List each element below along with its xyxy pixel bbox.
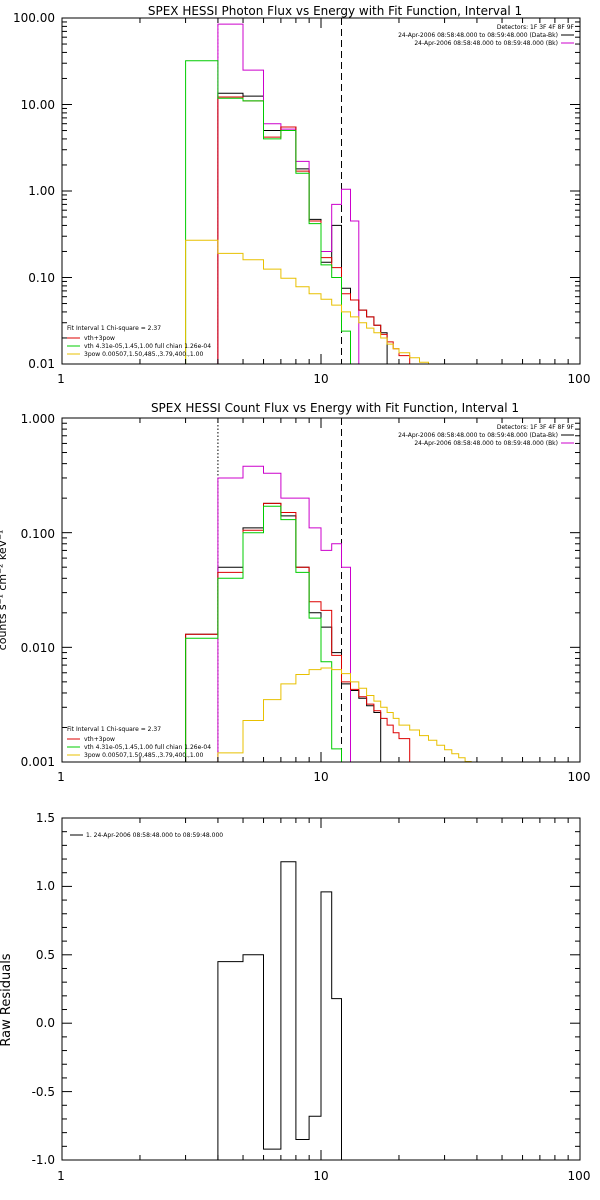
panel2-ytick-1.000: 1.000 bbox=[21, 412, 55, 426]
panel2-axis-ticks bbox=[61, 417, 581, 763]
panel1-series-vth-3pow bbox=[217, 96, 420, 364]
panel1-fit-label: Fit Interval 1 Chi-square = 2.37 bbox=[67, 325, 161, 332]
panel1-ytick-1.00: 1.00 bbox=[28, 184, 55, 198]
panel2-ylabel: counts s⁻¹ cm⁻² keV⁻¹ bbox=[0, 530, 9, 651]
panel2-xtick-100: 100 bbox=[568, 770, 591, 784]
panel3-xtick-1: 1 bbox=[57, 1169, 65, 1183]
panel2-info-databk: 24-Apr-2006 08:58:48.000 to 08:59:48.000… bbox=[398, 432, 558, 439]
panel3-ytick-neg0.5: -0.5 bbox=[32, 1085, 55, 1099]
panel2-series-data-bk bbox=[185, 502, 382, 762]
panel3-ylabel: Raw Residuals bbox=[0, 953, 14, 1046]
panel1-ytick-10.00: 10.00 bbox=[21, 98, 55, 112]
panel1-plot-area bbox=[185, 18, 452, 364]
panel2-ytick-0.100: 0.100 bbox=[21, 527, 55, 541]
photon-flux-panel: SPEX HESSI Photon Flux vs Energy with Fi… bbox=[13, 4, 590, 386]
panel2-series-vth-3pow bbox=[185, 502, 411, 762]
panel3-axis-ticks bbox=[61, 817, 581, 1161]
panel1-series-3pow-0-00507-1-50-485-3- bbox=[185, 239, 452, 364]
panel1-series-bk bbox=[217, 23, 360, 364]
panel2-plot-area bbox=[185, 418, 502, 762]
panel2-series-bk bbox=[217, 465, 351, 762]
panel3-ytick-1.5: 1.5 bbox=[36, 811, 55, 825]
panel3-ytick-neg1.0: -1.0 bbox=[32, 1153, 55, 1167]
panel2-ytick-0.010: 0.010 bbox=[21, 641, 55, 655]
panel2-xtick-10: 10 bbox=[313, 770, 328, 784]
panel1-info-databk: 24-Apr-2006 08:58:48.000 to 08:59:48.000… bbox=[398, 32, 558, 39]
panel2-legend-3pow: 3pow 0.00507,1.50,485.,3.79,400.,1.00 bbox=[84, 752, 203, 759]
panel1-ytick-0.10: 0.10 bbox=[28, 271, 55, 285]
panel2-ytick-0.001: 0.001 bbox=[21, 755, 55, 769]
panel1-info-detectors: Detectors: 1F 3F 4F 8F 9F bbox=[497, 24, 575, 31]
panel1-axes-frame bbox=[61, 17, 581, 365]
panel2-axes-frame bbox=[61, 417, 581, 763]
panel2-legend-vth: vth 4.31e-05,1.45,1.00 full chian 1.26e-… bbox=[84, 744, 211, 751]
panel3-plot-area bbox=[217, 861, 342, 1160]
panel1-ytick-100.00: 100.00 bbox=[13, 11, 55, 25]
panel1-legend-3pow: 3pow 0.00507,1.50,485.,3.79,400.,1.00 bbox=[84, 351, 203, 358]
panel2-title: SPEX HESSI Count Flux vs Energy with Fit… bbox=[151, 401, 519, 415]
panel2-info-bk: 24-Apr-2006 08:58:48.000 to 08:59:48.000… bbox=[414, 440, 558, 447]
panel3-xtick-10: 10 bbox=[313, 1169, 328, 1183]
panel3-series-1-24-apr-2006-08-58-48-0 bbox=[217, 861, 342, 1160]
panel3-legend-label: 1. 24-Apr-2006 08:58:48.000 to 08:59:48.… bbox=[86, 832, 223, 839]
panel1-axis-ticks bbox=[61, 17, 581, 365]
panel3-ytick-1.0: 1.0 bbox=[36, 879, 55, 893]
panel1-series-vth-4-31e-05-1-45-1-00-f bbox=[185, 60, 359, 364]
panel1-info-bk: 24-Apr-2006 08:58:48.000 to 08:59:48.000… bbox=[414, 40, 558, 47]
panel3-ytick-0.5: 0.5 bbox=[36, 948, 55, 962]
panel1-series-data-bk bbox=[217, 92, 388, 364]
panel2-xtick-1: 1 bbox=[57, 770, 65, 784]
count-flux-panel: SPEX HESSI Count Flux vs Energy with Fit… bbox=[0, 401, 590, 784]
panel1-ytick-0.01: 0.01 bbox=[28, 357, 55, 371]
panel2-fit-label: Fit Interval 1 Chi-square = 2.37 bbox=[67, 726, 161, 733]
panel3-xtick-100: 100 bbox=[568, 1169, 591, 1183]
panel3-ytick-0.0: 0.0 bbox=[36, 1016, 55, 1030]
residuals-panel: Raw Residuals 1 10 100 -1.0 -0.5 0.0 0.5… bbox=[0, 811, 590, 1183]
panel1-xtick-1: 1 bbox=[57, 372, 65, 386]
panel1-xtick-100: 100 bbox=[568, 372, 591, 386]
panel1-title: SPEX HESSI Photon Flux vs Energy with Fi… bbox=[148, 4, 522, 18]
panel1-legend-vth: vth 4.31e-05,1.45,1.00 full chian 1.26e-… bbox=[84, 343, 211, 350]
panel2-series-vth-4-31e-05-1-45-1-00-f bbox=[185, 505, 342, 762]
panel2-info-detectors: Detectors: 1F 3F 4F 8F 9F bbox=[497, 424, 575, 431]
panel1-legend-vth3pow: vth+3pow bbox=[84, 335, 115, 342]
panel1-xtick-10: 10 bbox=[313, 372, 328, 386]
panel2-legend-vth3pow: vth+3pow bbox=[84, 736, 115, 743]
panel2-series-3pow-0-00507-1-50-485-3- bbox=[217, 667, 502, 762]
